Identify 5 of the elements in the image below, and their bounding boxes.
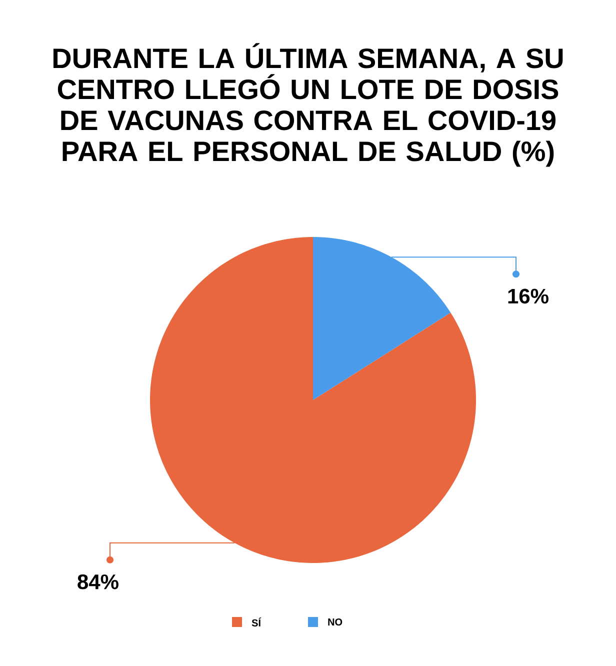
legend-label: SÍ [252,618,262,626]
legend-label: NO [328,618,342,626]
data-label: 16% [508,288,548,304]
chart-title: DURANTE LA ÚLTIMA SEMANA, A SU CENTRO LLEGÓ UN LOTE DE DOSIS DE VACUNAS CONTRA EL COVID-19 PARA EL PERSONAL DE SALUD (%) [53,43,563,167]
data-label: 84% [78,574,118,590]
